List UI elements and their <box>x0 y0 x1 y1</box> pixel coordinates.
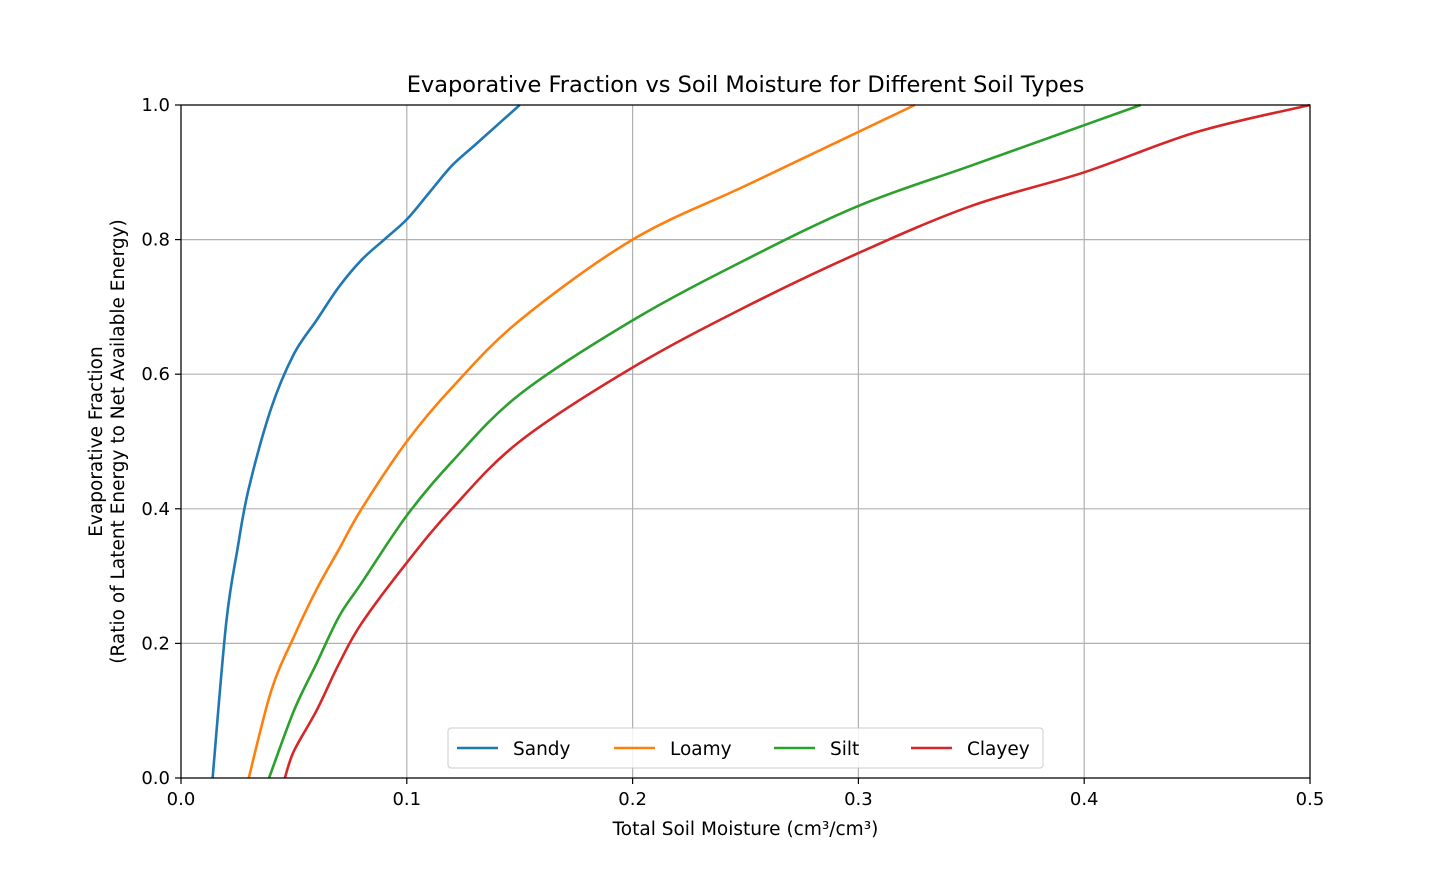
series-lines <box>211 103 1311 779</box>
x-tick-label: 0.4 <box>1070 789 1099 810</box>
axis-ticks: 0.0 0.1 0.2 0.3 0.4 0.5 0.0 0.2 0.4 0.6 0.8 1.0 <box>141 95 1324 810</box>
x-tick-label: 0.3 <box>844 789 873 810</box>
y-tick-label: 0.8 <box>141 230 170 251</box>
chart-title: Evaporative Fraction vs Soil Moisture fo… <box>407 72 1085 98</box>
x-tick-label: 0.0 <box>167 789 196 810</box>
x-axis-title: Total Soil Moisture (cm³/cm³) <box>612 819 879 840</box>
legend-label: Loamy <box>670 739 732 760</box>
grid <box>180 104 1311 779</box>
legend-label: Sandy <box>513 739 571 760</box>
x-tick-label: 0.1 <box>392 789 421 810</box>
legend-item-silt: Silt <box>774 739 859 760</box>
x-tick-label: 0.2 <box>618 789 647 810</box>
y-axis-title-line2: (Ratio of Latent Energy to Net Available… <box>108 219 129 664</box>
plot-frame <box>180 104 1311 779</box>
legend-label: Clayey <box>967 739 1030 760</box>
legend-box <box>447 727 1044 769</box>
legend-item-sandy: Sandy <box>457 739 571 760</box>
y-axis-title: Evaporative Fraction (Ratio of Latent En… <box>86 219 129 664</box>
y-tick-label: 0.2 <box>141 633 170 654</box>
series-line-loamy <box>247 103 916 779</box>
series-line-sandy <box>211 104 521 779</box>
legend-item-clayey: Clayey <box>911 739 1030 760</box>
y-tick-label: 0.4 <box>141 499 170 520</box>
y-tick-label: 1.0 <box>141 95 170 116</box>
legend-label: Silt <box>830 739 859 760</box>
y-axis-title-line1: Evaporative Fraction <box>86 346 107 536</box>
series-line-silt <box>267 103 1142 779</box>
series-line-clayey <box>283 103 1311 779</box>
legend-item-loamy: Loamy <box>614 739 732 760</box>
x-tick-label: 0.5 <box>1296 789 1325 810</box>
y-tick-label: 0.0 <box>141 768 170 789</box>
legend: Sandy Loamy Silt Clayey <box>447 727 1044 769</box>
y-tick-label: 0.6 <box>141 364 170 385</box>
